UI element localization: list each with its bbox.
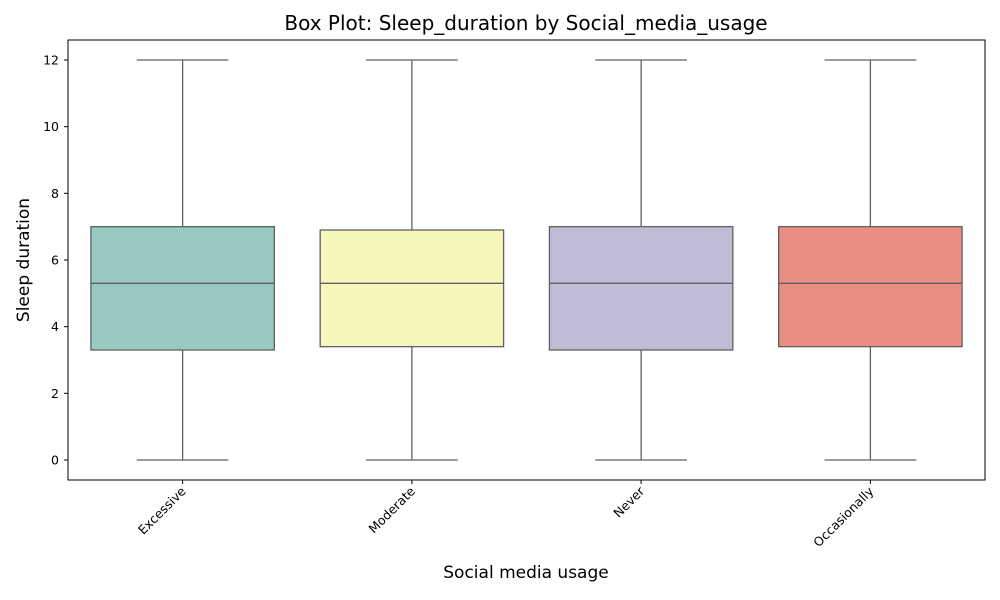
box-occasionally bbox=[778, 226, 963, 348]
y-axis-label: Sleep duration bbox=[14, 197, 34, 323]
box-never bbox=[548, 226, 734, 351]
y-tick-label: 4 bbox=[51, 319, 59, 334]
x-axis-label: Social media usage bbox=[443, 563, 609, 583]
x-tick-label: Occasionally bbox=[810, 483, 877, 550]
y-tick-label: 2 bbox=[51, 386, 59, 401]
y-tick-label: 6 bbox=[51, 253, 59, 268]
y-tick-label: 0 bbox=[51, 453, 59, 468]
box-excessive bbox=[90, 226, 275, 351]
x-tick-label: Excessive bbox=[135, 483, 189, 537]
y-tick-label: 8 bbox=[51, 186, 59, 201]
y-tick-label: 12 bbox=[43, 53, 59, 68]
box-moderate bbox=[319, 229, 505, 348]
x-tick-label: Moderate bbox=[365, 483, 418, 536]
y-tick-label: 10 bbox=[43, 119, 59, 134]
chart-title: Box Plot: Sleep_duration by Social_media… bbox=[284, 11, 768, 35]
x-tick-label: Never bbox=[610, 483, 648, 521]
